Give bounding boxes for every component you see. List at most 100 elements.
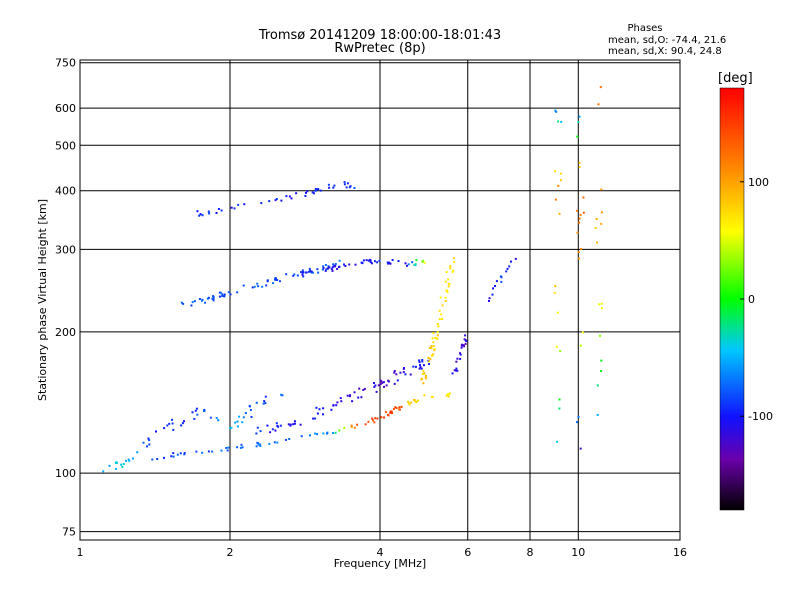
scatter-point	[243, 203, 246, 206]
scatter-point	[353, 187, 356, 189]
scatter-point	[142, 441, 145, 444]
scatter-point	[382, 381, 385, 384]
scatter-point	[330, 268, 333, 271]
scatter-point	[122, 463, 125, 465]
scatter-point	[236, 425, 239, 428]
scatter-point	[191, 301, 194, 304]
scatter-point	[414, 400, 417, 403]
scatter-point	[455, 360, 458, 363]
scatter-point	[432, 332, 435, 335]
scatter-point	[180, 301, 183, 304]
scatter-point	[280, 393, 283, 396]
scatter-point	[334, 263, 337, 265]
scatter-point	[407, 402, 410, 405]
scatter-point	[125, 459, 127, 462]
scatter-point	[409, 373, 412, 376]
scatter-point	[463, 338, 466, 341]
scatter-point	[367, 259, 370, 262]
scatter-point	[301, 273, 304, 276]
scatter-point	[378, 259, 381, 262]
scatter-point	[438, 318, 441, 320]
scatter-point	[455, 369, 457, 372]
scatter-point	[343, 263, 345, 266]
scatter-point	[148, 439, 151, 442]
scatter-point	[445, 394, 448, 397]
scatter-point	[360, 396, 363, 399]
scatter-point	[407, 400, 410, 403]
scatter-point	[581, 331, 584, 334]
scatter-point	[383, 416, 386, 419]
scatter-point	[263, 400, 266, 403]
x-tick-label: 10	[571, 546, 585, 559]
scatter-point	[195, 450, 198, 453]
scatter-point	[494, 285, 496, 287]
scatter-point	[557, 120, 560, 123]
scatter-point	[330, 408, 333, 411]
scatter-point	[259, 443, 261, 446]
scatter-point	[201, 451, 204, 454]
scatter-point	[374, 417, 377, 420]
scatter-point	[558, 398, 561, 401]
scatter-point	[379, 383, 382, 385]
scatter-point	[211, 450, 214, 453]
scatter-point	[338, 266, 340, 269]
scatter-point	[393, 371, 396, 374]
scatter-point	[365, 259, 368, 262]
scatter-point	[319, 189, 322, 192]
scatter-point	[331, 266, 334, 269]
y-axis-label: Stationary phase Virtual Height [km]	[36, 199, 49, 401]
scatter-point	[344, 265, 347, 267]
scatter-point	[147, 437, 150, 440]
scatter-point	[236, 420, 239, 423]
scatter-point	[367, 420, 370, 423]
scatter-point	[115, 461, 118, 464]
colorbar-tick-label: -100	[748, 410, 773, 423]
scatter-point	[163, 456, 165, 459]
scatter-point	[395, 407, 398, 409]
scatter-point	[268, 442, 271, 445]
scatter-point	[362, 259, 365, 262]
scatter-point	[425, 377, 428, 380]
scatter-point	[203, 410, 206, 412]
scatter-point	[326, 432, 328, 435]
y-tick-label: 75	[62, 526, 76, 539]
scatter-point	[362, 389, 365, 391]
scatter-point	[292, 423, 295, 426]
scatter-point	[431, 354, 433, 357]
scatter-point	[435, 337, 438, 340]
scatter-point	[415, 401, 418, 403]
scatter-point	[156, 458, 159, 460]
scatter-point	[423, 372, 426, 375]
scatter-point	[578, 217, 581, 220]
scatter-point	[108, 464, 111, 467]
scatter-point	[333, 184, 336, 187]
scatter-point	[326, 267, 329, 270]
scatter-point	[285, 273, 288, 276]
scatter-point	[339, 397, 342, 400]
scatter-point	[444, 296, 447, 299]
scatter-point	[316, 412, 319, 415]
scatter-point	[453, 369, 456, 372]
scatter-point	[424, 374, 427, 377]
scatter-point	[408, 403, 411, 406]
scatter-point	[491, 293, 494, 296]
scatter-point	[220, 209, 223, 212]
scatter-point	[304, 195, 307, 197]
scatter-point	[422, 260, 424, 263]
scatter-point	[599, 86, 602, 89]
scatter-point	[196, 210, 199, 213]
scatter-point	[462, 344, 465, 347]
stats-line-o: mean, sd,O: -74.4, 21.6	[608, 35, 726, 46]
scatter-point	[596, 384, 599, 387]
scatter-point	[220, 449, 223, 452]
scatter-point	[172, 428, 175, 431]
scatter-point	[415, 259, 418, 262]
scatter-point	[290, 197, 293, 200]
scatter-point	[237, 203, 240, 206]
scatter-point	[221, 295, 224, 297]
scatter-point	[423, 364, 425, 367]
scatter-point	[315, 406, 318, 409]
scatter-point	[171, 418, 173, 421]
scatter-point	[225, 447, 228, 449]
scatter-point	[413, 263, 416, 266]
